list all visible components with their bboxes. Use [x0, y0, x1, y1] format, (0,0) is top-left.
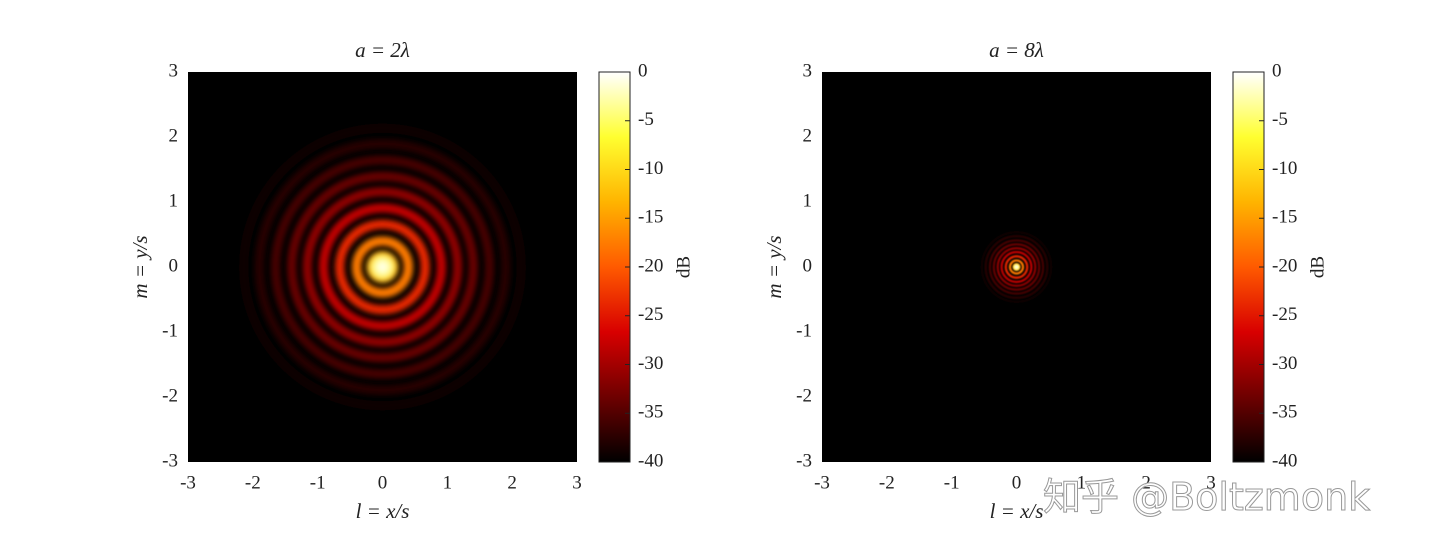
colorbar-tick-label: -20 — [1272, 255, 1297, 276]
sidelobe-ring — [318, 203, 447, 331]
colorbar-tick-label: -5 — [1272, 109, 1288, 130]
y-tick-label: 0 — [169, 255, 179, 276]
sidelobe-ring — [992, 243, 1041, 291]
colorbar-tick-label: -35 — [1272, 402, 1297, 423]
x-axis-label: l = x/s — [990, 499, 1044, 523]
colorbar-tick-label: -10 — [1272, 158, 1297, 179]
y-tick-label: -3 — [796, 450, 812, 471]
x-tick-label: 2 — [1141, 472, 1151, 493]
heatmap-image — [239, 123, 526, 411]
x-tick-label: 1 — [1077, 472, 1087, 493]
x-tick-label: 2 — [507, 472, 517, 493]
colorbar-tick-label: -25 — [1272, 304, 1297, 325]
sidelobe-ring — [287, 171, 478, 363]
colorbar — [1232, 71, 1265, 463]
y-tick-label: 2 — [803, 125, 813, 146]
x-tick-label: -1 — [310, 472, 326, 493]
sidelobe-ring — [239, 123, 526, 411]
y-axis-label: m = y/s — [128, 235, 152, 298]
colorbar-label: dB — [673, 256, 694, 278]
y-tick-label: 3 — [803, 60, 813, 81]
watermark: 知乎 @Boltzmonk — [1043, 475, 1370, 519]
x-tick-label: -3 — [814, 472, 830, 493]
x-tick-label: -1 — [944, 472, 960, 493]
colorbar — [598, 71, 631, 463]
y-tick-label: -2 — [162, 385, 178, 406]
main-lobe — [1012, 262, 1021, 272]
colorbar-tick-label: -40 — [638, 450, 663, 471]
y-tick-label: -1 — [162, 320, 178, 341]
x-tick-label: -2 — [245, 472, 261, 493]
colorbar-tick-label: -5 — [638, 109, 654, 130]
y-tick-label: -3 — [162, 450, 178, 471]
colorbar-tick-label: -10 — [638, 158, 663, 179]
sidelobe-ring — [335, 219, 430, 315]
colorbar-tick-label: -25 — [638, 304, 663, 325]
sidelobe-ring — [984, 235, 1049, 299]
colorbar-tick-label: -15 — [638, 207, 663, 228]
sidelobe-ring — [270, 155, 495, 379]
colorbar-tick-label: -40 — [1272, 450, 1297, 471]
sidelobe-ring — [996, 247, 1037, 287]
colorbar-tick-label: -15 — [1272, 207, 1297, 228]
y-tick-label: 1 — [169, 190, 179, 211]
y-tick-label: 1 — [803, 190, 813, 211]
x-tick-label: 0 — [378, 472, 388, 493]
y-axis-label: m = y/s — [762, 235, 786, 298]
x-axis-label: l = x/s — [356, 499, 410, 523]
y-tick-label: -2 — [796, 385, 812, 406]
y-tick-label: 0 — [803, 255, 813, 276]
y-tick-label: 2 — [169, 125, 179, 146]
colorbar-tick-label: -20 — [638, 255, 663, 276]
colorbar-tick-label: 0 — [1272, 60, 1282, 81]
colorbar-tick-label: 0 — [638, 60, 648, 81]
sidelobe-ring — [1004, 255, 1029, 279]
chart-title: a = 2λ — [355, 38, 410, 62]
x-tick-label: 0 — [1012, 472, 1022, 493]
x-tick-label: 3 — [1206, 472, 1216, 493]
sidelobe-ring — [1008, 259, 1025, 275]
sidelobe-ring — [1000, 250, 1033, 284]
colorbar-label: dB — [1307, 256, 1328, 278]
heatmap-image — [980, 231, 1053, 303]
colorbar-tick-label: -30 — [1272, 353, 1297, 374]
colorbar-tick-label: -35 — [638, 402, 663, 423]
x-tick-label: 3 — [572, 472, 582, 493]
colorbar-tick-label: -30 — [638, 353, 663, 374]
main-lobe — [366, 250, 399, 284]
sidelobe-ring — [302, 187, 463, 347]
x-tick-label: -2 — [879, 472, 895, 493]
x-tick-label: -3 — [180, 472, 196, 493]
y-tick-label: -1 — [796, 320, 812, 341]
sidelobe-ring — [254, 139, 511, 395]
sidelobe-ring — [980, 231, 1053, 303]
x-tick-label: 1 — [443, 472, 453, 493]
sidelobe-ring — [351, 236, 414, 298]
chart-title: a = 8λ — [989, 38, 1044, 62]
y-tick-label: 3 — [169, 60, 179, 81]
sidelobe-ring — [988, 239, 1045, 295]
